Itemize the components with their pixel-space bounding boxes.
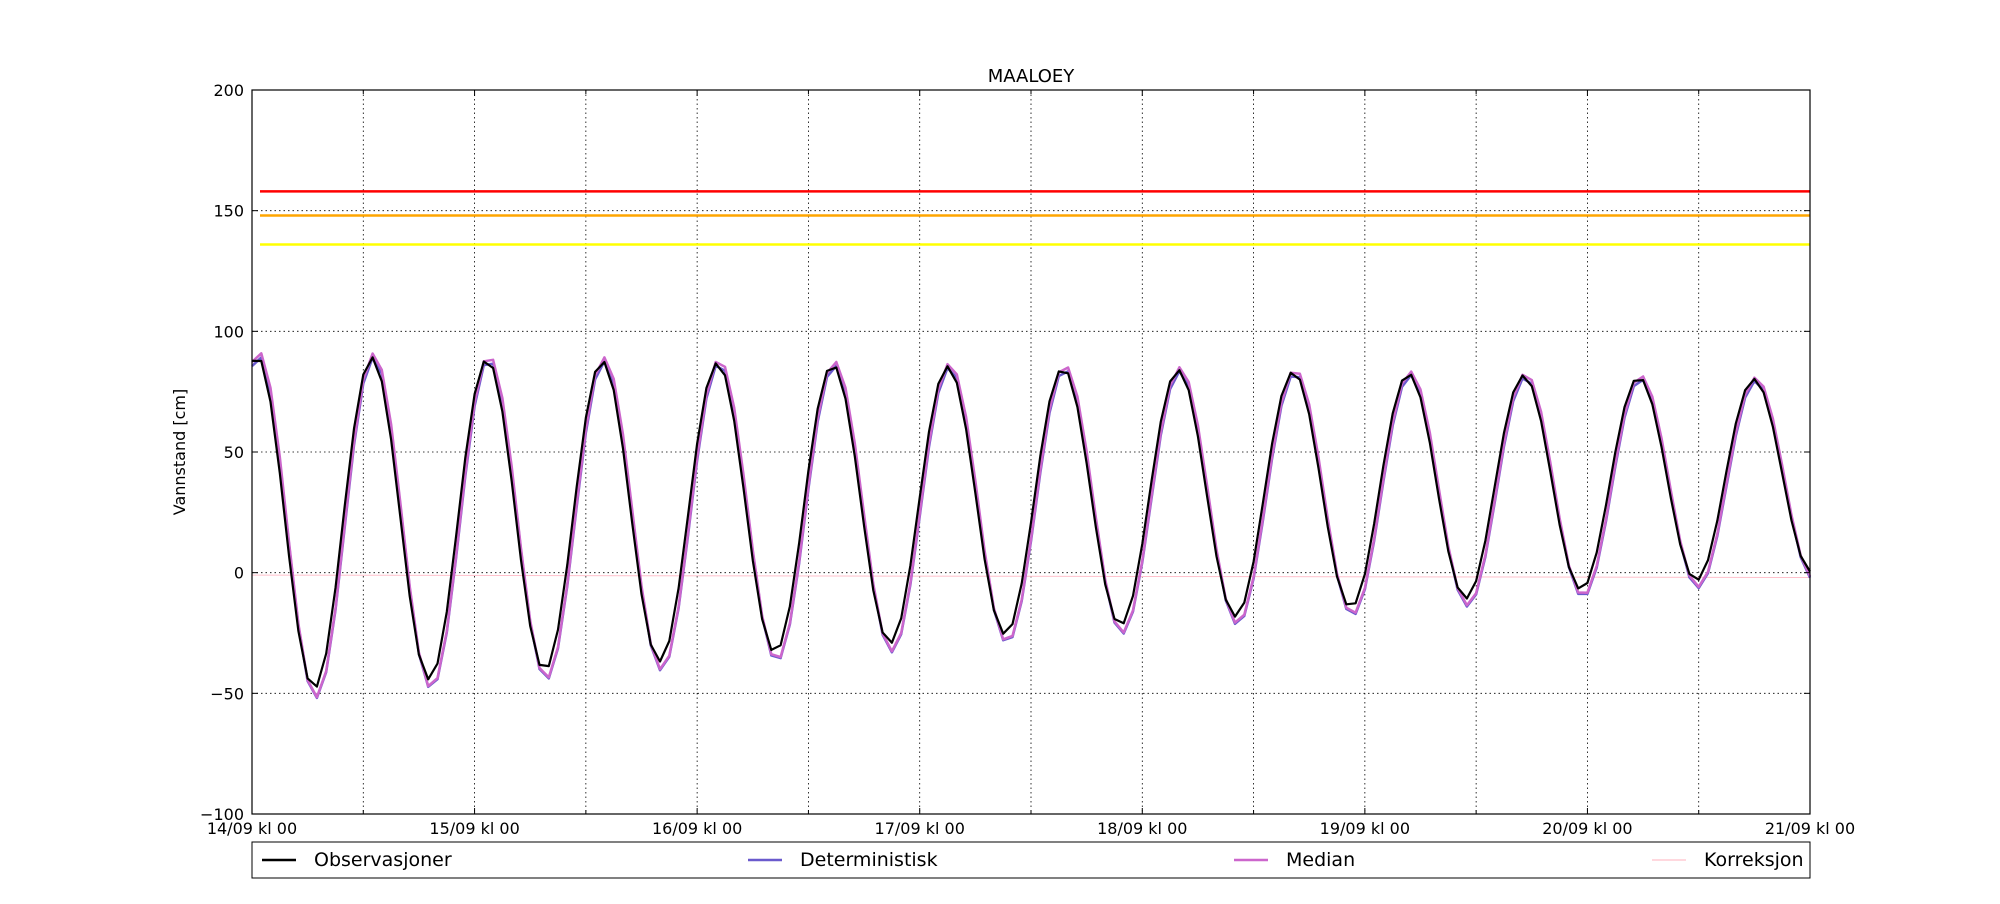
y-tick-label: 0 <box>234 564 244 583</box>
chart-title: MAALOEY <box>988 66 1076 87</box>
x-tick-label: 21/09 kl 00 <box>1765 819 1855 838</box>
legend-label-observasjoner: Observasjoner <box>314 849 452 871</box>
x-tick-label: 20/09 kl 00 <box>1542 819 1632 838</box>
x-tick-label: 19/09 kl 00 <box>1320 819 1410 838</box>
axis-ticks: −100 −50 0 50 100 150 200 14/09 kl 00 15/09 kl 0… <box>200 81 1855 838</box>
y-tick-label: −50 <box>210 684 244 703</box>
x-tick-label: 14/09 kl 00 <box>207 819 297 838</box>
legend-label-korreksjon: Korreksjon <box>1704 849 1804 871</box>
series-line-observasjoner <box>251 356 1811 688</box>
series-line-korreksjon <box>251 574 1811 578</box>
y-tick-label: 200 <box>213 81 244 100</box>
legend-frame <box>251 841 1811 879</box>
y-axis-label: Vannstand [cm] <box>170 389 189 515</box>
grid-layer <box>252 90 1810 814</box>
legend-label-deterministisk: Deterministisk <box>800 849 938 871</box>
legend: Observasjoner Deterministisk Median Korreks… <box>251 841 1811 879</box>
y-tick-label: 150 <box>213 202 244 221</box>
series-lines <box>251 352 1812 700</box>
series-line-median <box>251 352 1812 699</box>
y-tick-label: 50 <box>224 443 244 462</box>
threshold-lines <box>260 190 1810 246</box>
x-tick-label: 15/09 kl 00 <box>429 819 519 838</box>
x-tick-label: 16/09 kl 00 <box>652 819 742 838</box>
legend-label-median: Median <box>1286 849 1355 871</box>
x-tick-label: 18/09 kl 00 <box>1097 819 1187 838</box>
y-tick-label: −100 <box>200 805 244 824</box>
x-tick-label: 17/09 kl 00 <box>875 819 965 838</box>
y-tick-label: 100 <box>213 322 244 341</box>
